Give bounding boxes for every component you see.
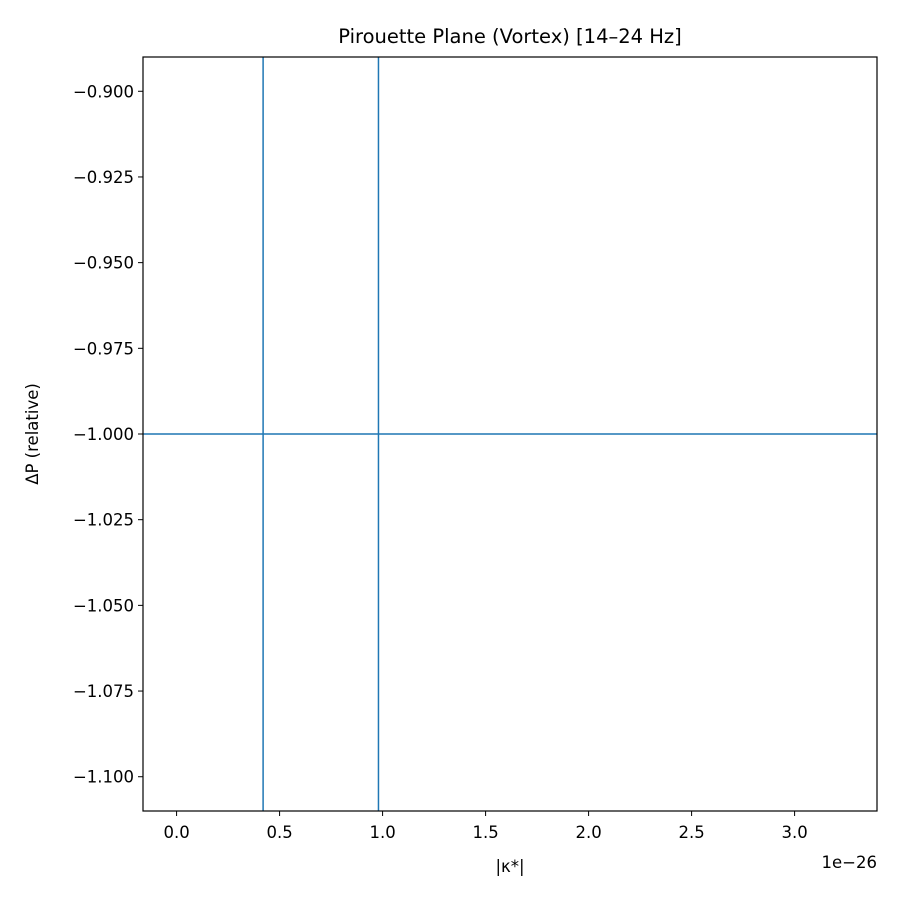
x-tick-label: 3.0 [781,823,807,842]
y-tick-label: −0.900 [73,82,134,101]
y-tick-label: −1.000 [73,425,134,444]
x-tick-label: 2.0 [575,823,601,842]
y-tick-label: −0.975 [73,339,134,358]
x-offset-text: 1e−26 [822,853,877,872]
y-tick-label: −1.075 [73,682,134,701]
y-axis: −0.900 −0.925 −0.950 −0.975 −1.000 −1.025 −1.0… [73,82,143,787]
x-tick-label: 0.0 [163,823,189,842]
x-tick-label: 2.5 [678,823,704,842]
y-axis-label: ΔP (relative) [23,383,42,485]
x-tick-label: 0.5 [266,823,292,842]
y-tick-label: −0.950 [73,254,134,273]
x-tick-label: 1.0 [369,823,395,842]
y-tick-label: −1.050 [73,596,134,615]
x-axis: 0.0 0.5 1.0 1.5 2.0 2.5 3.0 [163,811,808,842]
y-tick-label: −1.025 [73,511,134,530]
x-axis-label: |κ*| [495,857,524,876]
x-tick-label: 1.5 [472,823,498,842]
y-tick-label: −0.925 [73,168,134,187]
chart-title: Pirouette Plane (Vortex) [14–24 Hz] [338,25,682,48]
y-tick-label: −1.100 [73,768,134,787]
plot-lines [143,57,877,811]
